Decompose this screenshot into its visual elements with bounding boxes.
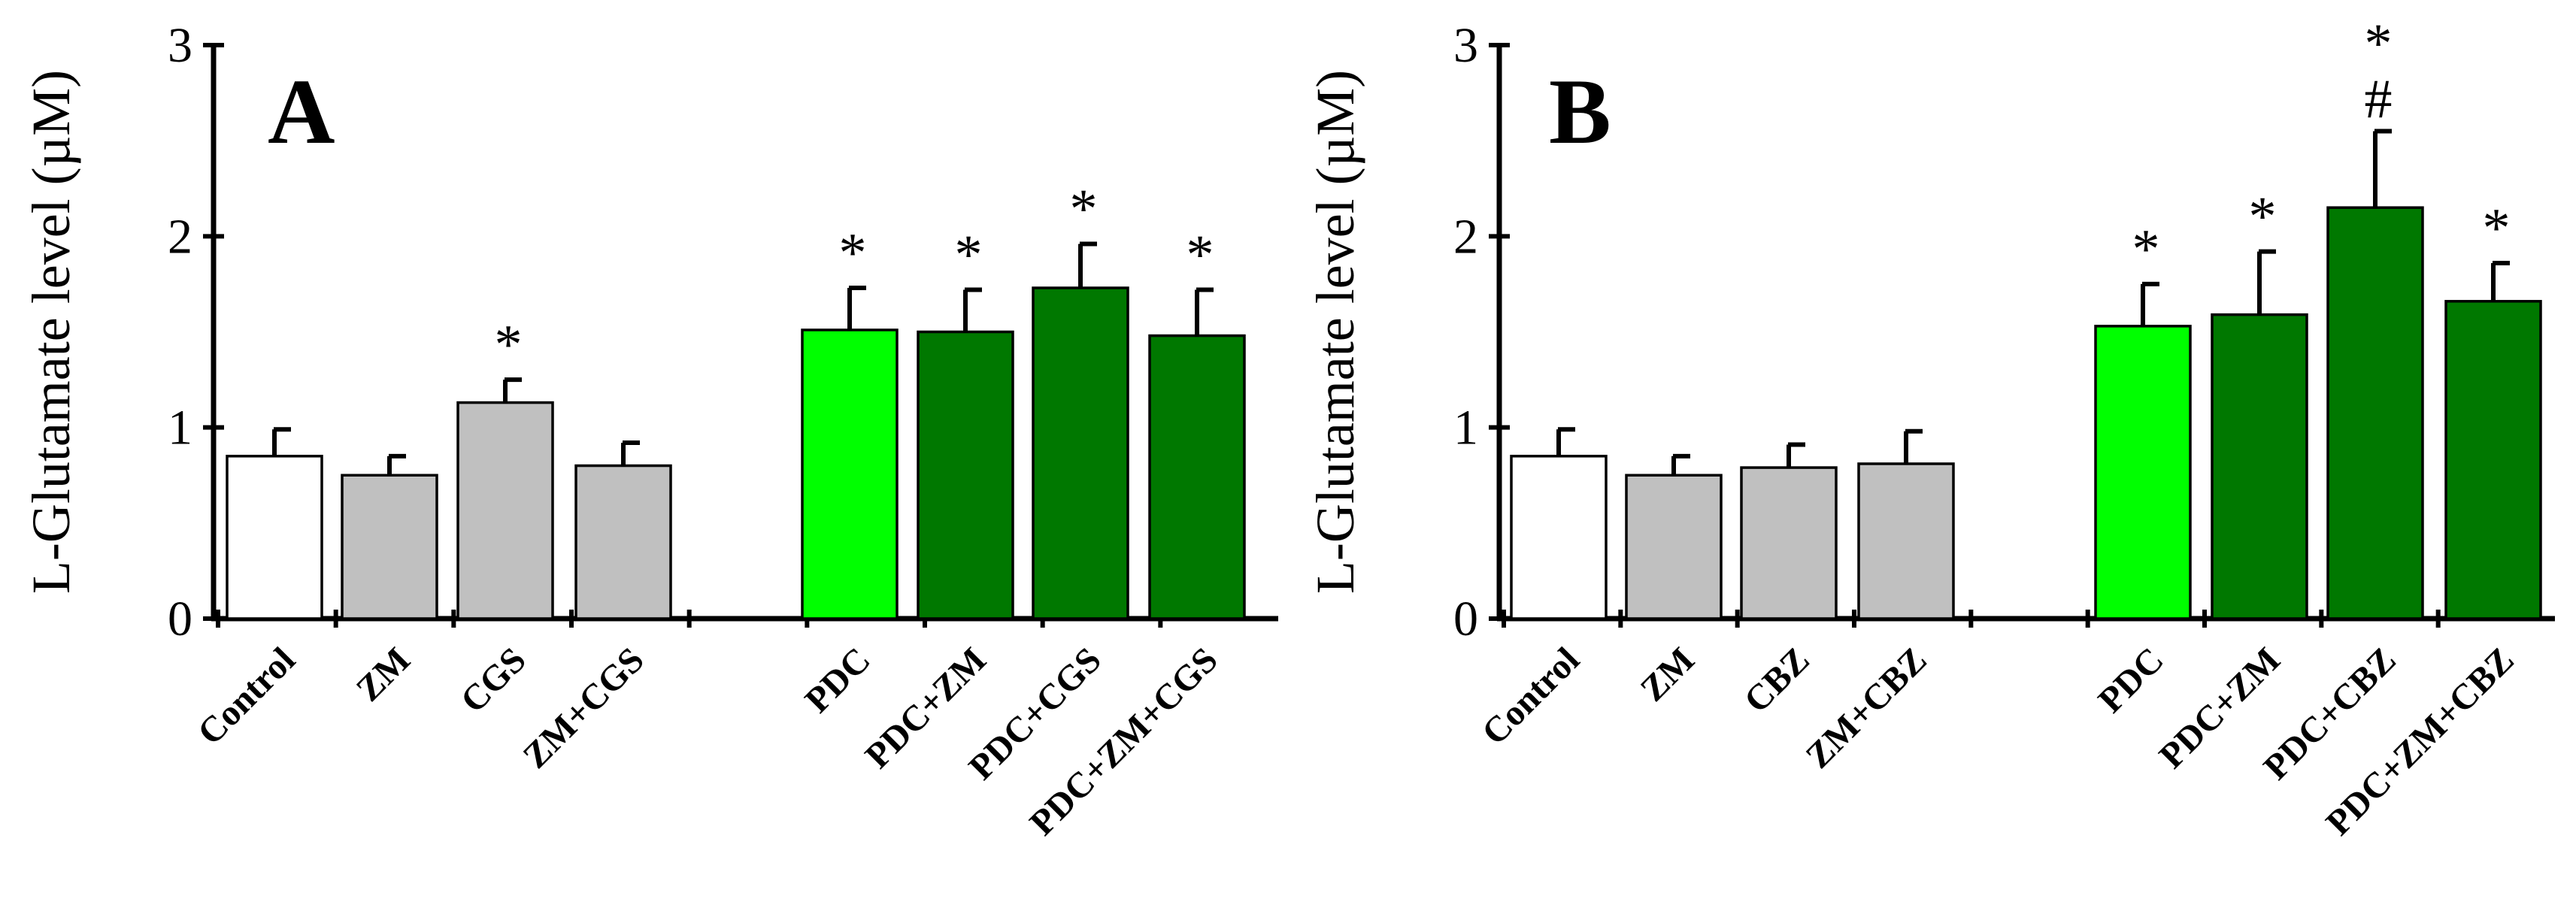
bar-cgs (456, 401, 554, 620)
significance-star: * (2132, 219, 2160, 280)
y-axis-label: L-Glutamate level (µM) (21, 70, 81, 594)
bar-pdc (2094, 325, 2192, 620)
y-tick-label: 3 (1453, 18, 1478, 73)
y-tick-label: 3 (168, 18, 192, 73)
x-tick-label: Control (1474, 640, 1587, 752)
bar-control (226, 455, 323, 620)
x-tick-label: PDC (2091, 640, 2171, 720)
x-tick-label: ZM+CGS (515, 640, 651, 776)
y-tick-label: 1 (168, 401, 192, 456)
significance-star: * (955, 225, 983, 286)
x-tick-label: CGS (453, 640, 534, 720)
x-tick-label: Control (190, 640, 303, 752)
significance-star: * (1070, 179, 1098, 241)
bar-pdc-zm-cgs (1148, 334, 1246, 620)
bar-pdc-zm (2211, 313, 2308, 620)
bar-zm (1625, 474, 1723, 620)
significance-hash: # (2365, 68, 2393, 130)
x-tick-label: ZM+CBZ (1798, 640, 1934, 776)
bar-pdc-zm-cbz (2444, 300, 2542, 620)
bar-zm (341, 474, 438, 620)
panel-a: 0 1 2 3 L-Glutamate level (µM) A Control ZM * CGS… (21, 18, 1278, 843)
y-tick-label: 0 (1453, 592, 1478, 646)
panel-letter: B (1549, 60, 1611, 163)
x-tick-label: CBZ (1737, 640, 1817, 720)
bar-pdc-cgs (1032, 286, 1129, 620)
significance-star: * (495, 314, 523, 376)
bar-cbz (1740, 466, 1838, 620)
panel-letter: A (268, 60, 335, 163)
bar-pdc-zm (917, 330, 1014, 620)
x-tick-label: ZM (349, 640, 418, 709)
bar-zm-cbz (1857, 462, 1955, 620)
bar-pdc (801, 328, 899, 620)
significance-star: * (2483, 198, 2511, 259)
x-tick-label: PDC (798, 640, 878, 720)
significance-star: * (839, 222, 867, 284)
bar-zm-cgs (574, 464, 672, 620)
panel-b: 0 1 2 3 L-Glutamate level (µM) B Control ZM CBZZ… (1305, 13, 2555, 843)
bar-pdc-cbz (2326, 206, 2424, 620)
y-axis-label: L-Glutamate level (µM) (1305, 70, 1365, 594)
significance-star: * (1186, 225, 1214, 286)
y-tick-label: 2 (1453, 209, 1478, 264)
x-tick-label: ZM (1633, 640, 1702, 709)
y-tick-label: 2 (168, 209, 192, 264)
significance-star: * (2249, 186, 2277, 248)
y-tick-label: 0 (168, 592, 192, 646)
y-tick-label: 1 (1453, 401, 1478, 456)
significance-star: * (2365, 13, 2393, 74)
bar-control (1510, 455, 1608, 620)
